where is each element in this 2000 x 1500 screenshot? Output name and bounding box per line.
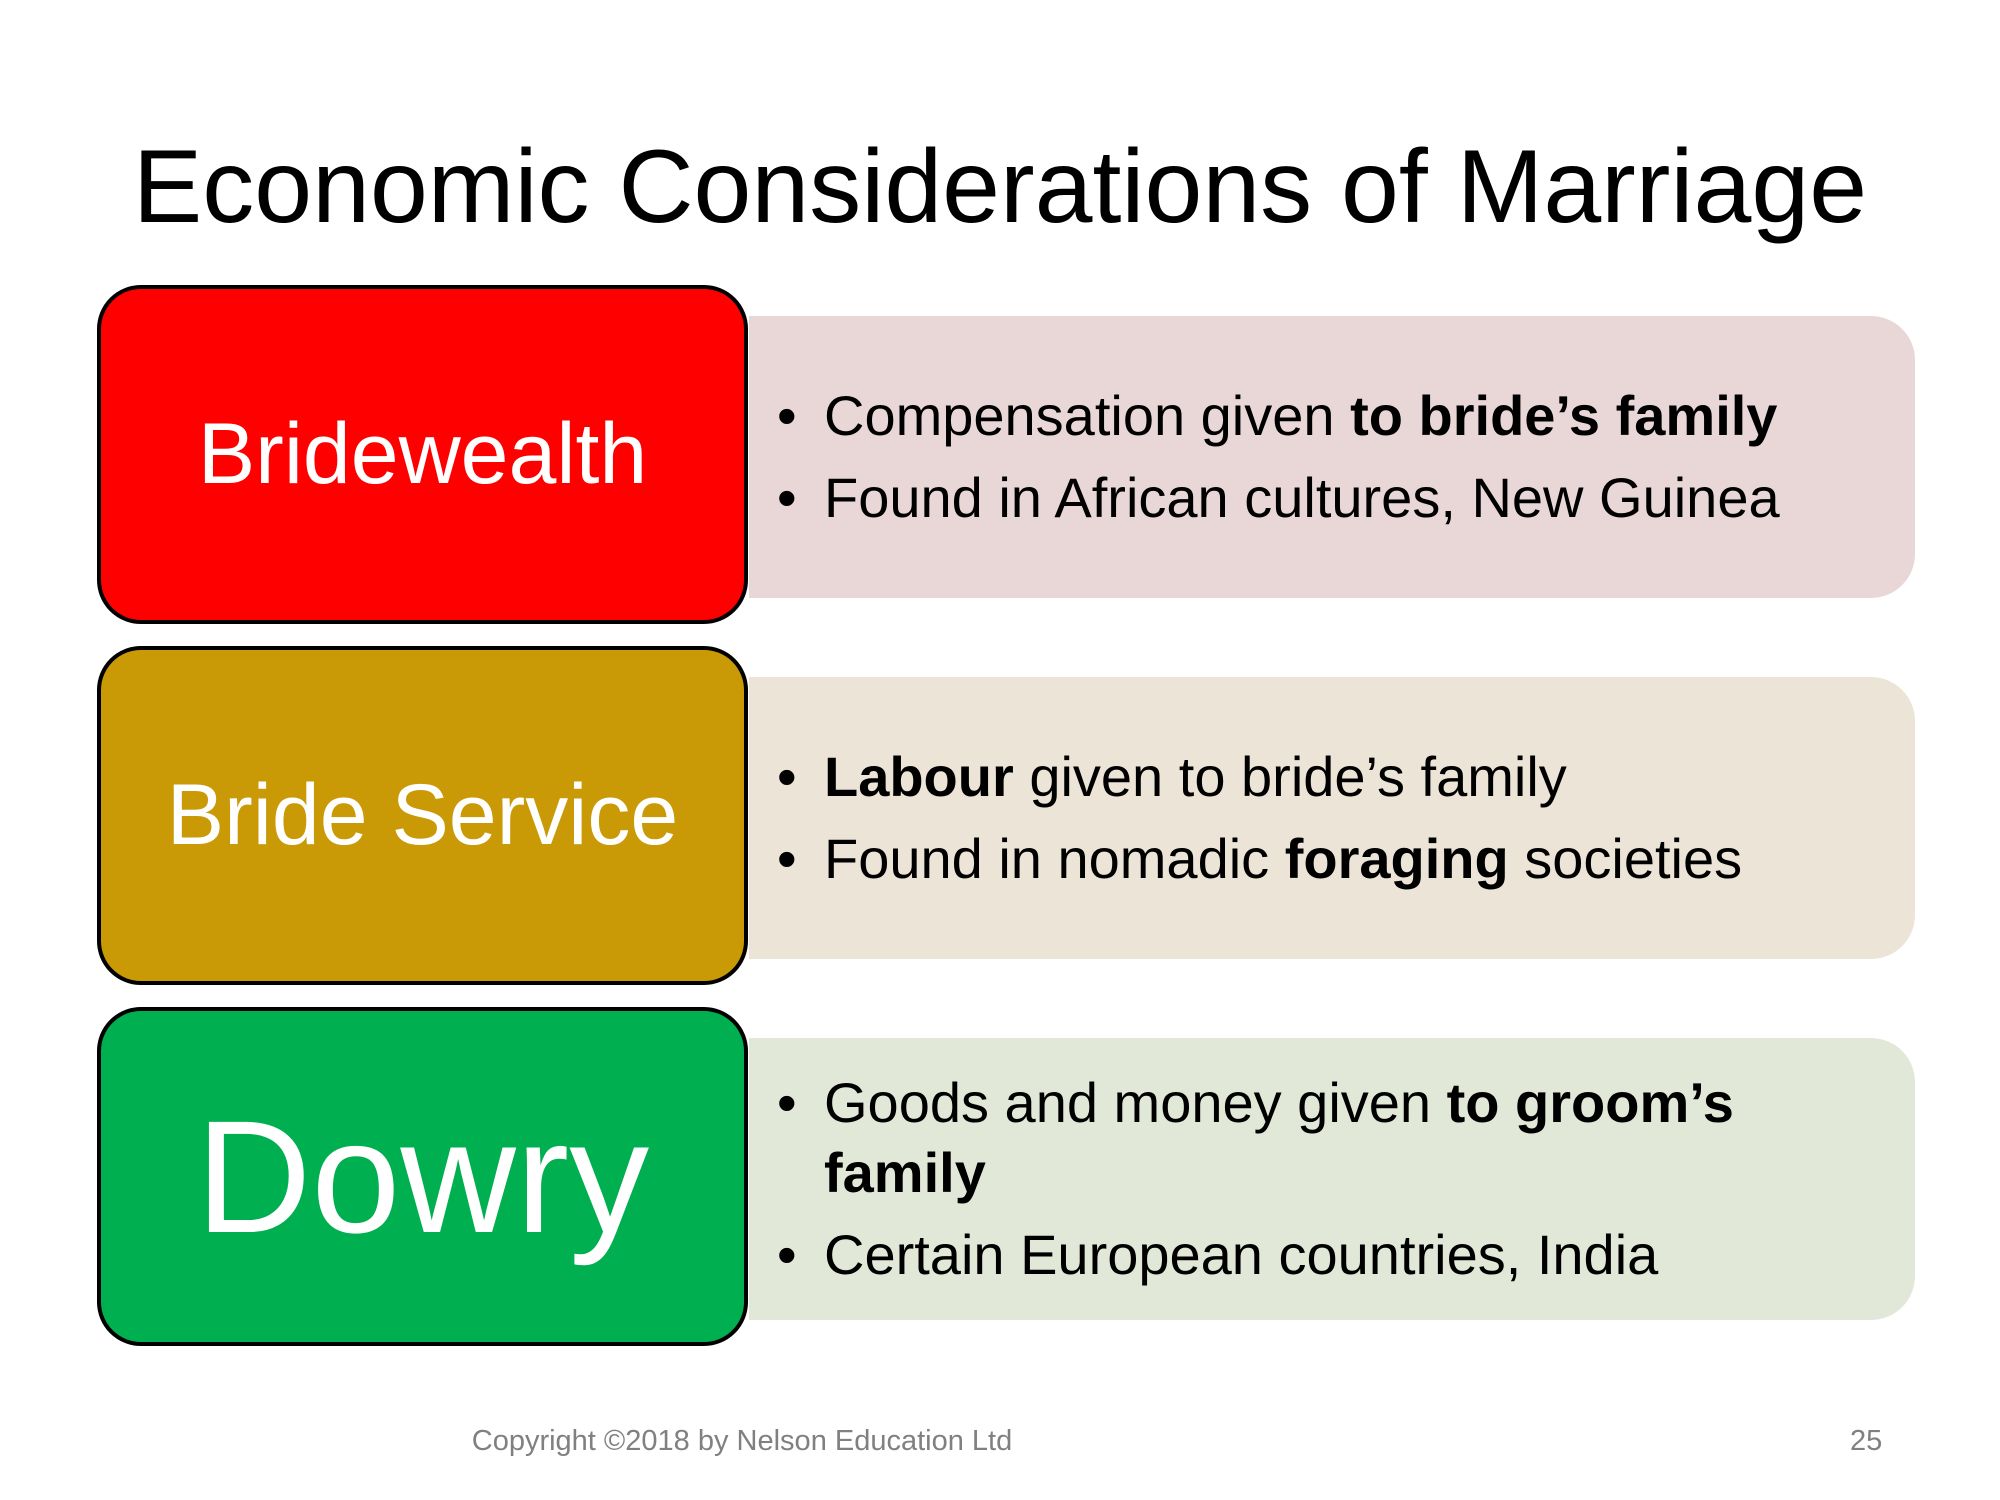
bullet-icon: • [777, 745, 797, 808]
term-box-bride-service: Bride Service [97, 646, 748, 985]
page-number: 25 [1850, 1425, 1883, 1457]
bullet-icon: • [777, 1223, 797, 1286]
bullet-text: Found in African cultures, New Guinea [824, 466, 1780, 529]
list-item: • Compensation given to bride’s family [777, 381, 1915, 451]
bullet-text: Certain European countries, India [824, 1223, 1659, 1286]
term-label: Dowry [195, 1086, 650, 1266]
bullet-text: Labour given to bride’s family [824, 745, 1567, 808]
bullet-icon: • [777, 384, 797, 447]
list-item: • Found in nomadic foraging societies [777, 824, 1915, 894]
row-bridewealth: Bridewealth • Compensation given to brid… [97, 285, 1915, 630]
list-item: • Labour given to bride’s family [777, 742, 1915, 812]
row-dowry: Dowry • Goods and money given to groom’s… [97, 1007, 1915, 1352]
bullet-text: Found in nomadic foraging societies [824, 827, 1743, 890]
detail-panel-bridewealth: • Compensation given to bride’s family •… [749, 316, 1915, 598]
slide-title: Economic Considerations of Marriage [132, 129, 1868, 245]
list-item: • Goods and money given to groom’s famil… [777, 1068, 1915, 1208]
list-item: • Certain European countries, India [777, 1220, 1915, 1290]
bullet-icon: • [777, 827, 797, 890]
term-box-dowry: Dowry [97, 1007, 748, 1346]
bullet-icon: • [777, 466, 797, 529]
bullet-text: Compensation given to bride’s family [824, 384, 1778, 447]
bullet-icon: • [777, 1071, 797, 1134]
term-label: Bridewealth [197, 406, 648, 502]
detail-panel-bride-service: • Labour given to bride’s family • Found… [749, 677, 1915, 959]
bullet-text: Goods and money given to groom’s family [824, 1071, 1734, 1204]
list-item: • Found in African cultures, New Guinea [777, 463, 1915, 533]
term-label: Bride Service [166, 767, 679, 863]
row-bride-service: Bride Service • Labour given to bride’s … [97, 646, 1915, 991]
term-box-bridewealth: Bridewealth [97, 285, 748, 624]
detail-panel-dowry: • Goods and money given to groom’s famil… [749, 1038, 1915, 1320]
footer-copyright: Copyright ©2018 by Nelson Education Ltd [471, 1425, 1013, 1457]
